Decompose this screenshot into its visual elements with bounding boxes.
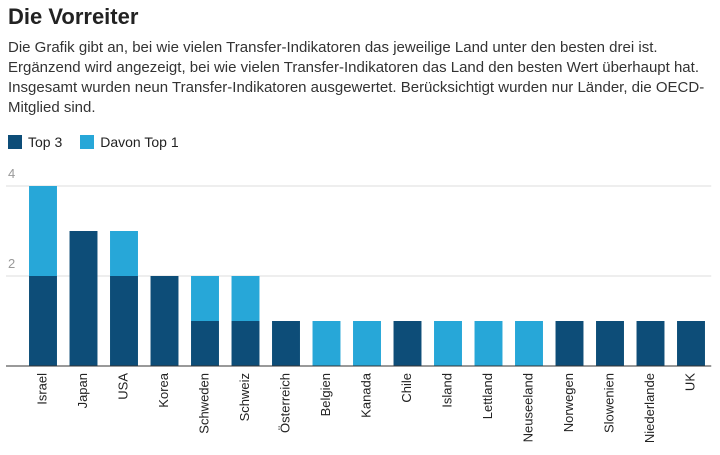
- chart-subtitle: Die Grafik gibt an, bei wie vielen Trans…: [8, 39, 705, 116]
- x-tick-label: Israel: [34, 373, 49, 405]
- x-tick-label: Schweden: [196, 373, 211, 434]
- legend-item: Top 3: [8, 134, 62, 150]
- bar-segment: [29, 186, 57, 276]
- x-tick-label: Slowenien: [601, 373, 616, 433]
- bar-segment: [191, 321, 219, 366]
- y-tick-label: 4: [8, 166, 15, 181]
- legend-swatch: [8, 135, 22, 149]
- bar-segment: [272, 321, 300, 366]
- bar-segment: [555, 321, 584, 366]
- y-tick-label: 2: [8, 256, 15, 271]
- bar-segment: [110, 231, 138, 276]
- x-tick-label: UK: [682, 373, 697, 391]
- header: Die Vorreiter Die Grafik gibt an, bei wi…: [8, 4, 714, 118]
- x-tick-label: Norwegen: [561, 373, 576, 432]
- bar-segment: [110, 276, 138, 366]
- x-tick-label: Niederlande: [642, 373, 657, 443]
- legend-swatch: [80, 135, 95, 149]
- legend-item: Davon Top 1: [80, 134, 179, 150]
- x-tick-label: Korea: [156, 372, 171, 407]
- bar-segment: [353, 321, 381, 366]
- bar-segment: [393, 321, 422, 366]
- legend: Top 3 Davon Top 1: [8, 134, 179, 150]
- x-tick-label: Österreich: [277, 373, 292, 433]
- x-tick-label: Kanada: [358, 372, 373, 418]
- legend-label: Davon Top 1: [100, 134, 179, 150]
- bar-segment: [636, 321, 665, 366]
- bar-segment: [312, 321, 341, 366]
- bar-segment: [231, 321, 260, 366]
- bar-segment: [677, 321, 705, 366]
- x-tick-label: Schweiz: [237, 373, 252, 421]
- bar-segment: [474, 321, 503, 366]
- bar-segment: [515, 321, 543, 366]
- x-tick-label: Chile: [399, 373, 414, 403]
- x-tick-label: Lettland: [480, 373, 495, 419]
- bar-segment: [69, 231, 98, 366]
- x-tick-label: USA: [115, 373, 130, 400]
- chart-title: Die Vorreiter: [8, 4, 139, 29]
- bar-segment: [434, 321, 462, 366]
- x-tick-label: Neuseeland: [520, 373, 535, 442]
- bar-segment: [191, 276, 219, 321]
- legend-label: Top 3: [28, 134, 63, 150]
- x-tick-label: Japan: [75, 373, 90, 408]
- bar-segment: [150, 276, 179, 366]
- bar-segment: [231, 276, 260, 321]
- x-tick-label: Island: [439, 373, 454, 408]
- x-tick-label: Belgien: [318, 373, 333, 416]
- bar-segment: [29, 276, 57, 366]
- bar-segment: [596, 321, 624, 366]
